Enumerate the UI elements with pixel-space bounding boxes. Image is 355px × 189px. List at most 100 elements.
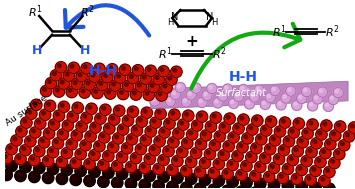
Circle shape <box>122 80 134 92</box>
Circle shape <box>298 183 302 187</box>
Circle shape <box>183 184 186 188</box>
Circle shape <box>86 161 90 164</box>
Circle shape <box>338 140 350 151</box>
Circle shape <box>158 171 169 183</box>
Circle shape <box>97 115 100 119</box>
Circle shape <box>157 91 160 94</box>
Circle shape <box>269 135 281 146</box>
Circle shape <box>307 101 318 111</box>
Circle shape <box>56 156 68 168</box>
Circle shape <box>151 147 155 150</box>
Circle shape <box>24 136 36 147</box>
Circle shape <box>204 149 216 160</box>
Circle shape <box>264 143 276 155</box>
Circle shape <box>186 129 198 140</box>
Circle shape <box>69 89 72 92</box>
Circle shape <box>190 147 202 159</box>
Circle shape <box>172 91 176 95</box>
Circle shape <box>297 137 308 148</box>
Circle shape <box>263 171 275 183</box>
Circle shape <box>199 174 211 186</box>
Circle shape <box>207 151 210 154</box>
Circle shape <box>132 65 144 76</box>
Circle shape <box>64 167 67 170</box>
Circle shape <box>271 165 274 168</box>
Circle shape <box>47 102 50 106</box>
Circle shape <box>223 84 233 94</box>
Circle shape <box>249 92 260 102</box>
Circle shape <box>213 175 225 187</box>
Circle shape <box>94 141 105 152</box>
Circle shape <box>328 94 338 105</box>
Circle shape <box>197 97 207 108</box>
Circle shape <box>13 137 17 141</box>
Circle shape <box>177 84 181 88</box>
Text: $R^1$: $R^1$ <box>272 24 286 40</box>
Circle shape <box>133 127 137 131</box>
Circle shape <box>304 88 307 92</box>
Circle shape <box>282 119 285 123</box>
Circle shape <box>322 150 326 153</box>
Circle shape <box>106 125 110 129</box>
Circle shape <box>33 146 45 157</box>
Circle shape <box>155 108 166 119</box>
Circle shape <box>153 180 164 189</box>
Circle shape <box>318 131 322 135</box>
Circle shape <box>277 172 289 184</box>
Circle shape <box>32 129 36 133</box>
Circle shape <box>102 71 113 83</box>
Circle shape <box>90 122 101 133</box>
Circle shape <box>193 150 196 153</box>
Circle shape <box>20 145 31 156</box>
Circle shape <box>225 86 228 89</box>
Circle shape <box>63 70 75 81</box>
Circle shape <box>61 147 72 159</box>
Circle shape <box>250 187 261 189</box>
FancyArrowPatch shape <box>191 24 300 88</box>
Circle shape <box>213 158 225 170</box>
Circle shape <box>197 185 200 189</box>
Circle shape <box>126 134 138 145</box>
Circle shape <box>66 86 77 98</box>
Circle shape <box>119 170 122 174</box>
Circle shape <box>293 175 297 179</box>
Circle shape <box>82 142 86 146</box>
Circle shape <box>137 146 141 149</box>
Circle shape <box>296 181 307 189</box>
Circle shape <box>72 176 76 180</box>
Circle shape <box>91 169 95 172</box>
Circle shape <box>150 84 154 87</box>
Circle shape <box>189 131 192 135</box>
Circle shape <box>127 106 139 118</box>
Circle shape <box>295 120 299 124</box>
Circle shape <box>119 154 122 157</box>
Circle shape <box>246 101 250 104</box>
Circle shape <box>42 172 54 184</box>
Circle shape <box>1 152 12 164</box>
Circle shape <box>170 139 174 143</box>
Circle shape <box>225 143 229 146</box>
Circle shape <box>317 159 321 162</box>
Circle shape <box>336 151 339 154</box>
Circle shape <box>301 86 312 97</box>
Circle shape <box>181 165 192 177</box>
Circle shape <box>34 118 46 129</box>
Circle shape <box>193 85 196 88</box>
Circle shape <box>212 142 215 146</box>
Circle shape <box>53 72 56 75</box>
Circle shape <box>268 162 280 174</box>
Circle shape <box>234 153 238 156</box>
Circle shape <box>316 129 327 140</box>
Circle shape <box>312 94 323 104</box>
Circle shape <box>222 168 234 180</box>
Circle shape <box>166 120 170 124</box>
Circle shape <box>181 138 193 149</box>
Circle shape <box>183 99 186 102</box>
Circle shape <box>74 104 78 108</box>
Circle shape <box>265 92 275 103</box>
Circle shape <box>168 98 171 102</box>
Circle shape <box>229 178 233 182</box>
Circle shape <box>263 127 266 131</box>
Circle shape <box>312 184 316 188</box>
Circle shape <box>293 118 305 129</box>
